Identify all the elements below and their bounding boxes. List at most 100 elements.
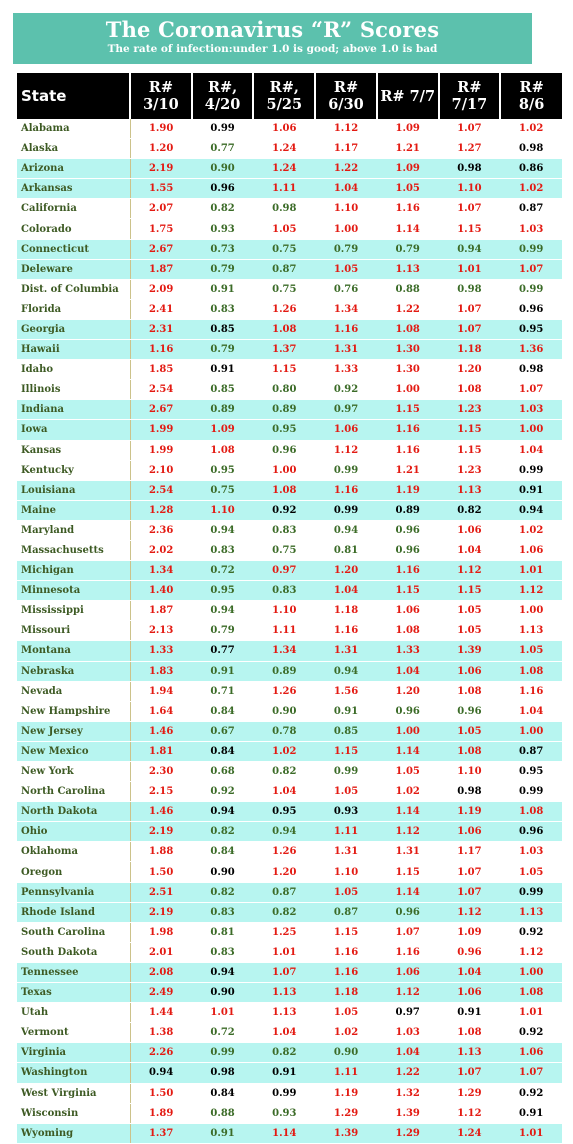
table-row: Missouri 2.13 0.79 1.11 1.16 1.08 1.05 1.13 (17, 620, 562, 642)
r-value-cell: 1.24 (253, 138, 316, 160)
r-value-cell: 1.16 (315, 620, 377, 642)
r-value-cell: 1.24 (253, 158, 316, 180)
r-value-cell: 1.08 (438, 1022, 501, 1044)
r-value-cell: 0.84 (191, 701, 254, 722)
table-row: Alabama 1.90 0.99 1.06 1.12 1.09 1.07 1.02 (17, 119, 562, 140)
state-name-cell: Maryland (17, 520, 131, 541)
r-value-cell: 0.87 (253, 882, 316, 903)
table-row: Kansas 1.99 1.08 0.96 1.12 1.16 1.15 1.04 (17, 440, 562, 461)
r-value-cell: 1.89 (130, 1103, 192, 1124)
r-value-cell: 1.07 (438, 861, 501, 883)
table-row: New Hampshire 1.64 0.84 0.90 0.91 0.96 0.96 1.0… (17, 701, 562, 722)
r-value-cell: 0.79 (191, 620, 254, 642)
state-name-cell: Massachusetts (17, 540, 131, 562)
state-name-cell: Arkansas (17, 178, 131, 200)
r-value-cell: 2.54 (130, 480, 192, 501)
table-row: West Virginia 1.50 0.84 0.99 1.19 1.32 1.29 0.9… (17, 1083, 562, 1104)
r-value-cell: 0.82 (253, 1042, 316, 1064)
r-value-cell: 0.98 (253, 198, 316, 220)
column-header-7-7: R# 7/7 (376, 73, 440, 119)
r-value-cell: 1.08 (253, 319, 316, 341)
column-header-6-30: R# 6/30 (315, 73, 378, 119)
state-name-cell: New Mexico (17, 741, 131, 763)
table-row: Mississippi 1.87 0.94 1.10 1.18 1.06 1.05 1.00 (17, 600, 562, 622)
table-row: Vermont 1.38 0.72 1.04 1.02 1.03 1.08 0.92 (17, 1022, 562, 1044)
r-value-cell: 1.16 (315, 480, 377, 501)
r-value-cell: 1.00 (376, 379, 439, 401)
r-value-cell: 0.75 (191, 480, 254, 501)
table-row: North Carolina 2.15 0.92 1.04 1.05 1.02 0.98 0.… (17, 781, 562, 803)
state-name-cell: Nevada (17, 681, 131, 702)
r-value-cell: 0.99 (315, 460, 377, 481)
r-value-cell: 0.84 (191, 1083, 254, 1104)
r-value-cell: 0.83 (253, 580, 316, 602)
r-value-cell: 1.00 (500, 721, 562, 742)
r-value-cell: 0.96 (376, 701, 439, 722)
r-value-cell: 0.99 (500, 279, 562, 300)
table-row: Pennsylvania 2.51 0.82 0.87 1.05 1.14 1.07 0.99 (17, 882, 562, 903)
state-name-cell: Hawaii (17, 339, 131, 361)
table-row: Idaho 1.85 0.91 1.15 1.33 1.30 1.20 0.98 (17, 359, 562, 381)
r-value-cell: 0.90 (191, 861, 254, 883)
r-value-cell: 1.14 (376, 801, 439, 823)
r-value-cell: 0.94 (130, 1062, 192, 1084)
r-value-cell: 2.01 (130, 942, 192, 963)
r-value-cell: 1.11 (253, 178, 316, 200)
state-name-cell: Idaho (17, 359, 131, 381)
r-value-cell: 0.91 (500, 480, 562, 501)
r-value-cell: 0.94 (315, 661, 377, 682)
r-value-cell: 2.54 (130, 379, 192, 401)
r-value-cell: 1.03 (500, 399, 562, 421)
r-value-cell: 1.10 (315, 861, 377, 883)
state-name-cell: Wisconsin (17, 1103, 131, 1124)
r-value-cell: 1.16 (315, 319, 377, 341)
state-name-cell: Kansas (17, 440, 131, 461)
table-row: Arizona 2.19 0.90 1.24 1.22 1.09 0.98 0.86 (17, 158, 562, 180)
r-value-cell: 0.80 (253, 379, 316, 401)
table-row: Louisiana 2.54 0.75 1.08 1.16 1.19 1.13 0.91 (17, 480, 562, 501)
r-value-cell: 1.94 (130, 681, 192, 702)
r-value-cell: 1.09 (438, 922, 501, 943)
r-value-cell: 0.91 (438, 1002, 501, 1024)
r-value-cell: 1.07 (438, 198, 501, 220)
state-name-cell: Michigan (17, 560, 131, 582)
r-value-cell: 1.21 (376, 138, 439, 160)
r-value-cell: 1.04 (376, 1042, 439, 1064)
r-value-cell: 1.01 (191, 1002, 254, 1024)
r-value-cell: 1.99 (130, 419, 192, 441)
r-value-cell: 1.12 (500, 580, 562, 602)
state-name-cell: Colorado (17, 218, 131, 240)
state-name-cell: Florida (17, 299, 131, 320)
r-value-cell: 0.95 (253, 419, 316, 441)
r-value-cell: 0.98 (191, 1062, 254, 1084)
r-value-cell: 1.00 (253, 460, 316, 481)
table-row: Wisconsin 1.89 0.88 0.93 1.29 1.39 1.12 0.91 (17, 1103, 562, 1124)
r-value-cell: 1.40 (130, 580, 192, 602)
table-row: Nevada 1.94 0.71 1.26 1.56 1.20 1.08 1.16 (17, 681, 562, 702)
r-value-cell: 1.16 (315, 962, 377, 984)
r-value-cell: 2.10 (130, 460, 192, 481)
column-header-8-6: R# 8/6 (500, 73, 562, 119)
r-value-cell: 1.13 (438, 480, 501, 501)
r-value-cell: 0.90 (315, 1042, 377, 1064)
r-value-cell: 1.39 (438, 640, 501, 662)
r-value-cell: 1.56 (315, 681, 377, 702)
r-value-cell: 1.07 (438, 1062, 501, 1084)
r-value-cell: 1.08 (500, 982, 562, 1004)
r-value-cell: 1.22 (376, 1062, 439, 1084)
r-value-cell: 1.20 (130, 138, 192, 160)
r-value-cell: 1.10 (438, 178, 501, 200)
r-value-cell: 1.16 (376, 942, 439, 963)
r-value-cell: 1.12 (500, 942, 562, 963)
r-value-cell: 0.82 (253, 761, 316, 783)
r-value-cell: 1.02 (500, 520, 562, 541)
table-row: New Mexico 1.81 0.84 1.02 1.15 1.14 1.08 0.87 (17, 741, 562, 763)
r-value-cell: 1.06 (315, 419, 377, 441)
table-row: Georgia 2.31 0.85 1.08 1.16 1.08 1.07 0.95 (17, 319, 562, 341)
r-value-cell: 1.14 (253, 1123, 316, 1144)
table-row: Kentucky 2.10 0.95 1.00 0.99 1.21 1.23 0.99 (17, 460, 562, 481)
r-value-cell: 1.00 (376, 721, 439, 742)
state-name-cell: Montana (17, 640, 131, 662)
r-value-cell: 1.04 (500, 701, 562, 722)
r-value-cell: 0.96 (438, 701, 501, 722)
